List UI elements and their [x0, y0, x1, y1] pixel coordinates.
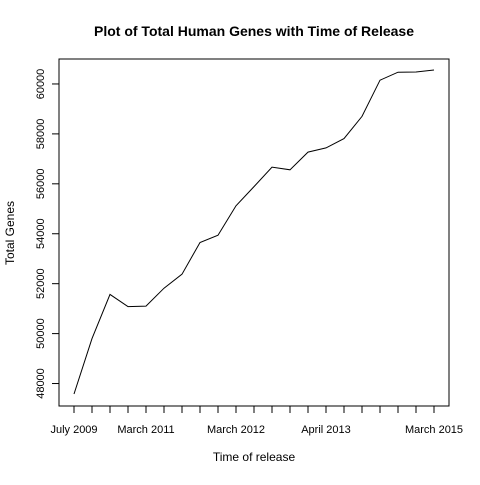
x-axis: July 2009 March 2011 March 2012 April 2013 M… [50, 406, 463, 436]
x-tick-label: March 2015 [405, 424, 463, 436]
series-layer [73, 69, 435, 395]
y-tick-label: 60000 [35, 69, 47, 100]
y-tick-label: 54000 [35, 218, 47, 249]
y-axis-label: Total Genes [3, 201, 17, 265]
plot-frame [58, 58, 450, 407]
x-tick-label: March 2011 [117, 424, 174, 436]
y-tick-label: 52000 [35, 268, 47, 299]
y-tick-label: 58000 [35, 119, 47, 150]
y-tick-label: 50000 [35, 318, 47, 349]
chart-title: Plot of Total Human Genes with Time of R… [94, 23, 414, 39]
x-tick-label: April 2013 [301, 424, 351, 436]
y-axis: 48000 50000 52000 54000 56000 58000 60000 [35, 69, 59, 399]
x-axis-label: Time of release [213, 450, 296, 464]
y-tick-label: 48000 [35, 368, 47, 399]
x-tick-label: July 2009 [50, 424, 97, 436]
y-tick-label: 56000 [35, 169, 47, 200]
x-tick-label: March 2012 [207, 424, 265, 436]
series-line [73, 69, 435, 395]
